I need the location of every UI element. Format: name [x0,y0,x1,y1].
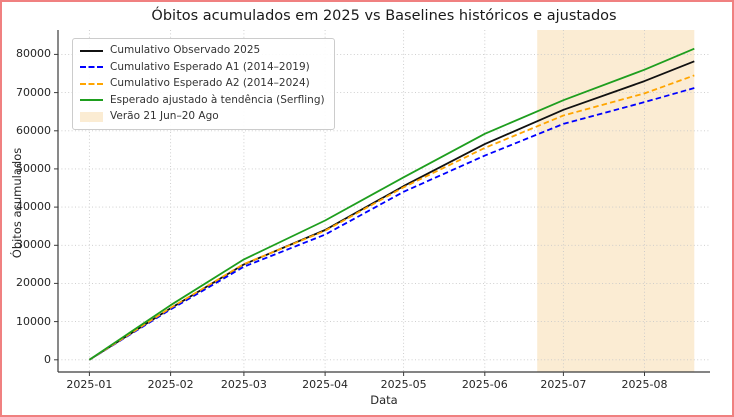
series-line-3 [88,47,695,361]
legend-line-a2-swatch [80,82,103,85]
legend-item-verao-band: Verão 21 Jun–20 Ago [80,109,325,125]
legend-item-esperado-a1: Cumulativo Esperado A1 (2014–2019) [80,60,325,76]
x-tick-label: 2025-04 [302,378,349,391]
legend: Cumulativo Observado 2025 Cumulativo Esp… [72,38,335,130]
x-axis-label: Data [370,393,398,407]
legend-line-serfling-swatch [80,99,103,102]
x-tick-label: 2025-07 [540,378,587,391]
legend-label: Verão 21 Jun–20 Ago [110,110,219,123]
x-tick-label: 2025-01 [66,378,113,391]
x-tick-label: 2025-03 [220,378,267,391]
legend-label: Cumulativo Esperado A1 (2014–2019) [110,60,310,73]
x-tick-label: 2025-06 [461,378,508,391]
y-tick-label: 0 [44,352,51,366]
legend-item-observado: Cumulativo Observado 2025 [80,43,325,59]
legend-item-serfling: Esperado ajustado à tendência (Serfling) [80,93,325,109]
legend-band-swatch [80,111,103,122]
y-tick-label: 50000 [16,161,51,175]
legend-label: Esperado ajustado à tendência (Serfling) [110,93,325,106]
series-line-1 [88,87,695,361]
y-tick-label: 40000 [16,200,51,214]
legend-line-a1-swatch [80,66,103,69]
legend-label: Cumulativo Observado 2025 [110,44,261,57]
y-tick-label: 80000 [16,47,51,61]
x-tick-label: 2025-02 [147,378,194,391]
legend-label: Cumulativo Esperado A2 (2014–2024) [110,77,310,90]
y-tick-label: 30000 [16,238,51,252]
legend-line-observado-swatch [80,49,103,52]
x-tick-label: 2025-08 [621,378,668,391]
y-tick-label: 10000 [16,314,51,328]
y-tick-label: 70000 [16,85,51,99]
chart-title: Óbitos acumulados em 2025 vs Baselines h… [151,8,617,24]
y-tick-label: 20000 [16,276,51,290]
legend-item-esperado-a2: Cumulativo Esperado A2 (2014–2024) [80,76,325,92]
y-tick-label: 60000 [16,123,51,137]
series-line-2 [88,74,695,361]
x-tick-label: 2025-05 [380,378,427,391]
